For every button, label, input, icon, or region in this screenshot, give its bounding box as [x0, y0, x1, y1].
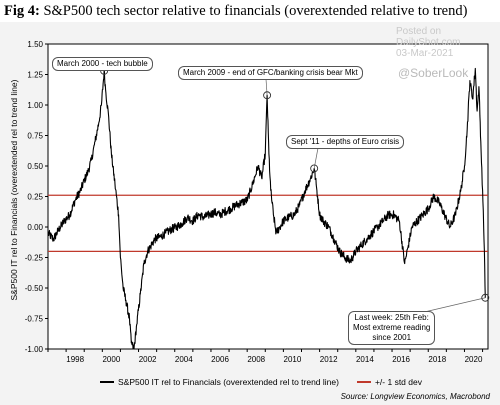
annotation-gfc: March 2009 - end of GFC/banking crisis b…: [178, 66, 363, 80]
y-tick-label: 0.25: [27, 193, 43, 202]
legend-band-label: +/- 1 std dev: [374, 377, 422, 387]
x-tick-label: 2014: [356, 355, 374, 364]
annotation-tech-bubble: March 2000 - tech bubble: [52, 57, 153, 71]
callout-leader: [419, 297, 486, 314]
annotation-last-week-line3: since 2001: [372, 333, 412, 342]
y-tick-label: 1.25: [27, 71, 43, 80]
y-tick-label: 1.50: [27, 40, 43, 49]
annotation-euro-crisis: Sept '11 - depths of Euro crisis: [286, 135, 405, 149]
plot-background: [47, 43, 489, 350]
series-group: [47, 67, 486, 350]
figure-title: Fig 4: S&P500 tech sector relative to fi…: [4, 2, 496, 20]
y-tick-label: -1.00: [25, 345, 44, 354]
y-tick-label: 0.50: [27, 162, 43, 171]
annotation-last-week: Last week: 25th Feb: Most extreme readin…: [348, 311, 436, 345]
y-tick-label: 1.00: [27, 101, 43, 110]
x-tick-label: 2016: [392, 355, 410, 364]
x-tick-label: 2004: [175, 355, 193, 364]
legend: S&P500 IT rel to Financials (overextende…: [100, 377, 422, 387]
source-note: Source: Longview Economics, Macrobond: [340, 392, 490, 401]
y-axis: 1.50 1.25 1.00 0.75 0.50 0.25 0.00 -0.25 -0.50 -0…: [25, 40, 48, 354]
x-tick-label: 2010: [284, 355, 302, 364]
x-tick-label: 2008: [247, 355, 265, 364]
figure-title-text: S&P500 tech sector relative to financial…: [43, 3, 468, 19]
std-dev-bands: [48, 194, 488, 252]
x-tick-label: 2000: [102, 355, 120, 364]
y-axis-label: S&P500 IT rel to Financials (overextende…: [9, 79, 19, 301]
x-tick-label: 2002: [139, 355, 157, 364]
watermark-posted-on: Posted on: [396, 26, 442, 37]
series-line: [47, 67, 486, 350]
watermark-date: 03-Mar-2021: [396, 48, 454, 59]
x-tick-label: 2006: [211, 355, 229, 364]
callout-circle: [310, 164, 319, 173]
legend-series-label: S&P500 IT rel to Financials (overextende…: [118, 377, 339, 387]
x-tick-label: 1998: [66, 355, 84, 364]
callout-leader: [265, 78, 268, 96]
y-tick-label: -0.50: [25, 284, 44, 293]
y-tick-label: 0.75: [27, 132, 43, 141]
y-tick-label: -0.75: [25, 315, 44, 324]
watermark-handle: @SoberLook: [398, 66, 469, 80]
y-tick-label: -0.25: [25, 254, 44, 263]
figure-label: Fig 4:: [4, 3, 40, 19]
annotation-last-week-line2: Most extreme reading: [353, 323, 431, 332]
x-tick-label: 2020: [465, 355, 483, 364]
callout-circle: [481, 293, 490, 302]
x-tick-label: 2018: [428, 355, 446, 364]
x-axis: 1998 2000 2002 2004 2006 2008 2010 2012 2014 2016…: [47, 349, 484, 364]
plot-area: [47, 43, 489, 350]
legend-band-swatch: [356, 381, 371, 383]
watermark-site: DailyShot.com: [396, 37, 461, 48]
annotation-last-week-line1: Last week: 25th Feb:: [354, 313, 429, 322]
callout-circle: [263, 91, 272, 100]
y-tick-label: 0.00: [27, 223, 43, 232]
x-tick-label: 2012: [320, 355, 338, 364]
legend-series-swatch: [100, 381, 114, 383]
